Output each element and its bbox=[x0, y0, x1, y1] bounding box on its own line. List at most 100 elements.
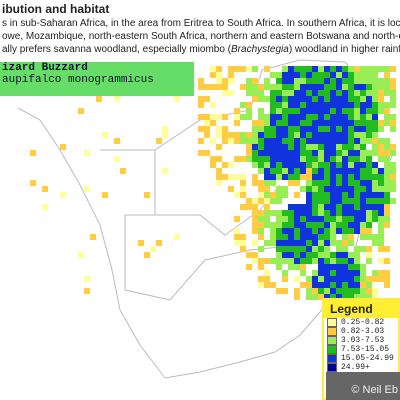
range-cell bbox=[324, 72, 330, 78]
range-cell bbox=[258, 228, 264, 234]
range-cell bbox=[276, 288, 282, 294]
range-cell bbox=[342, 276, 348, 282]
range-cell bbox=[252, 210, 258, 216]
range-cell bbox=[324, 264, 330, 270]
range-cell bbox=[324, 168, 330, 174]
range-cell bbox=[330, 90, 336, 96]
range-cell bbox=[342, 168, 348, 174]
range-cell bbox=[318, 276, 324, 282]
range-cell bbox=[324, 138, 330, 144]
range-cell bbox=[234, 174, 240, 180]
range-cell bbox=[384, 120, 390, 126]
scientific-name: aupifalco monogrammicus bbox=[2, 74, 154, 86]
range-cell bbox=[336, 102, 342, 108]
range-cell bbox=[384, 186, 390, 192]
range-cell bbox=[306, 282, 312, 288]
range-cell bbox=[30, 180, 36, 186]
range-cell bbox=[378, 66, 384, 72]
range-cell bbox=[318, 114, 324, 120]
range-cell bbox=[348, 198, 354, 204]
range-cell bbox=[342, 216, 348, 222]
range-cell bbox=[384, 258, 390, 264]
range-cell bbox=[240, 138, 246, 144]
range-cell bbox=[366, 216, 372, 222]
range-cell bbox=[324, 234, 330, 240]
range-cell bbox=[252, 138, 258, 144]
range-cell bbox=[234, 120, 240, 126]
range-cell bbox=[318, 270, 324, 276]
range-cell bbox=[282, 132, 288, 138]
range-cell bbox=[330, 264, 336, 270]
range-cell bbox=[348, 186, 354, 192]
range-cell bbox=[336, 270, 342, 276]
range-cell bbox=[354, 102, 360, 108]
range-cell bbox=[330, 156, 336, 162]
range-cell bbox=[306, 144, 312, 150]
range-cell bbox=[156, 240, 162, 246]
range-cell bbox=[282, 108, 288, 114]
range-cell bbox=[336, 162, 342, 168]
range-cell bbox=[336, 66, 342, 72]
range-cell bbox=[258, 186, 264, 192]
footer-note: © Neil Eb bbox=[326, 372, 400, 400]
range-cell bbox=[330, 78, 336, 84]
range-cell bbox=[366, 66, 372, 72]
range-cell bbox=[270, 180, 276, 186]
range-cell bbox=[336, 120, 342, 126]
range-cell bbox=[270, 192, 276, 198]
range-cell bbox=[258, 84, 264, 90]
range-cell bbox=[246, 132, 252, 138]
range-cell bbox=[324, 210, 330, 216]
range-cell bbox=[330, 72, 336, 78]
range-cell bbox=[282, 96, 288, 102]
range-cell bbox=[330, 210, 336, 216]
range-cell bbox=[384, 66, 390, 72]
range-cell bbox=[306, 174, 312, 180]
range-cell bbox=[336, 90, 342, 96]
range-cell bbox=[246, 204, 252, 210]
range-cell bbox=[318, 126, 324, 132]
range-cell bbox=[342, 228, 348, 234]
range-cell bbox=[348, 150, 354, 156]
range-cell bbox=[276, 210, 282, 216]
range-cell bbox=[372, 78, 378, 84]
range-cell bbox=[270, 228, 276, 234]
watermark: © Neil Eb bbox=[351, 384, 398, 396]
range-cell bbox=[270, 108, 276, 114]
range-cell bbox=[372, 234, 378, 240]
range-cell bbox=[312, 114, 318, 120]
range-cell bbox=[366, 252, 372, 258]
range-cell bbox=[294, 126, 300, 132]
range-cell bbox=[252, 258, 258, 264]
range-cell bbox=[282, 216, 288, 222]
range-cell bbox=[318, 78, 324, 84]
range-cell bbox=[330, 132, 336, 138]
range-cell bbox=[336, 168, 342, 174]
range-cell bbox=[336, 252, 342, 258]
range-cell bbox=[210, 120, 216, 126]
range-cell bbox=[330, 282, 336, 288]
range-cell bbox=[342, 120, 348, 126]
range-cell bbox=[294, 144, 300, 150]
range-cell bbox=[342, 138, 348, 144]
range-cell bbox=[294, 72, 300, 78]
range-cell bbox=[312, 288, 318, 294]
range-cell bbox=[354, 162, 360, 168]
range-cell bbox=[276, 246, 282, 252]
range-cell bbox=[234, 108, 240, 114]
range-cell bbox=[306, 240, 312, 246]
range-cell bbox=[120, 168, 126, 174]
species-box: izard Buzzard aupifalco monogrammicus bbox=[0, 62, 194, 96]
range-cell bbox=[282, 234, 288, 240]
range-cell bbox=[354, 180, 360, 186]
range-cell bbox=[366, 186, 372, 192]
range-cell bbox=[288, 240, 294, 246]
range-cell bbox=[312, 186, 318, 192]
range-cell bbox=[378, 120, 384, 126]
range-cell bbox=[288, 162, 294, 168]
range-cell bbox=[252, 198, 258, 204]
range-cell bbox=[270, 138, 276, 144]
range-cell bbox=[234, 156, 240, 162]
range-cell bbox=[342, 210, 348, 216]
range-cell bbox=[198, 102, 204, 108]
